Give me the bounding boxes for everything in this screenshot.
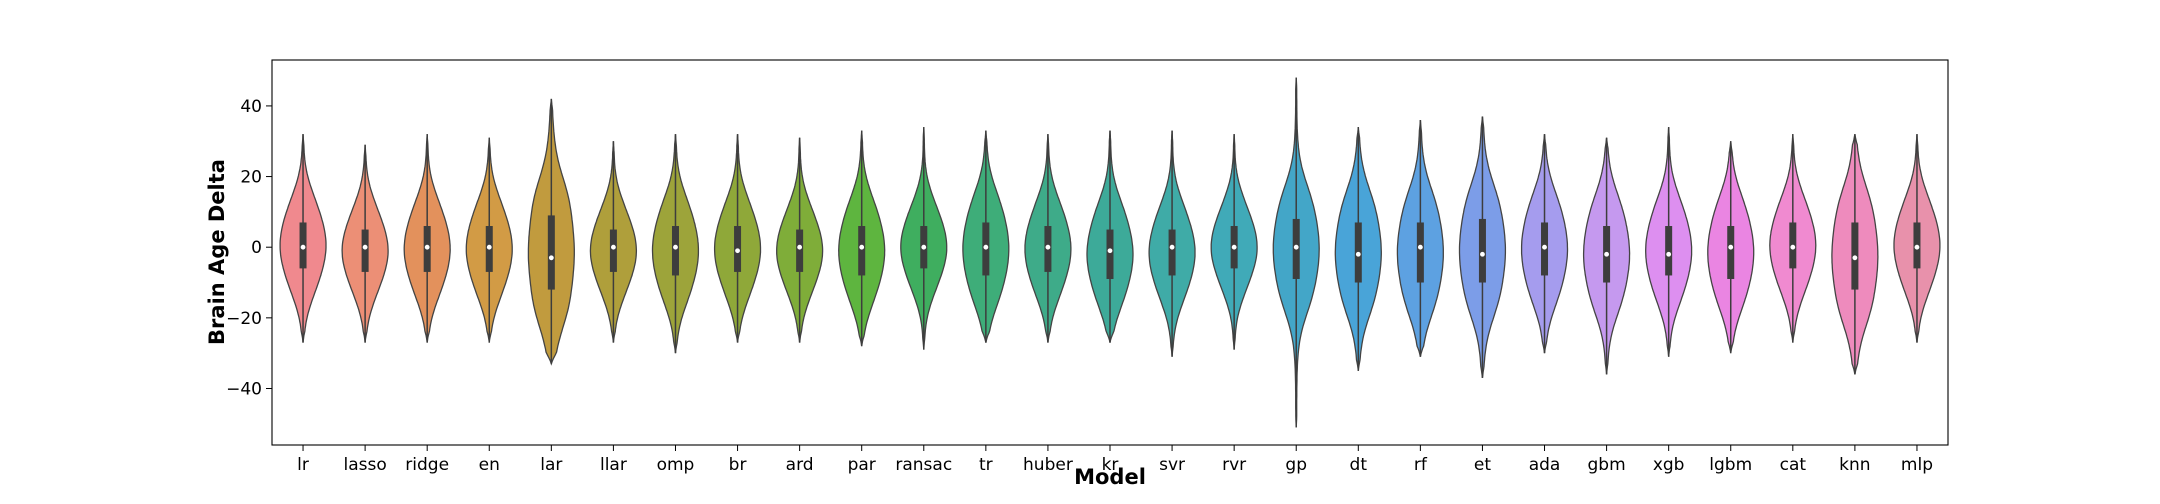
median-dot-lar: [548, 255, 554, 261]
y-axis: −40 −20 0 20 40: [226, 97, 272, 399]
x-tick-label-knn: knn: [1839, 455, 1870, 475]
y-tick-label: 40: [240, 97, 262, 117]
median-dot-ada: [1542, 244, 1547, 250]
y-tick-label: 20: [240, 168, 262, 188]
median-dot-br: [735, 248, 740, 254]
median-dot-svr: [1169, 244, 1175, 250]
x-tick-label-cat: cat: [1780, 455, 1807, 475]
median-dot-cat: [1790, 244, 1796, 250]
box-group: [299, 77, 1921, 428]
x-axis: lr lasso ridge en lar llar omp br ard par ransac tr…: [297, 445, 1933, 475]
x-tick-label-kr: kr: [1102, 455, 1119, 475]
median-dot-en: [486, 244, 492, 250]
x-tick-label-lar: lar: [540, 455, 562, 475]
median-dot-llar: [611, 244, 616, 250]
median-dot-lr: [300, 244, 306, 250]
y-tick-label: −20: [226, 309, 262, 329]
iqr-box-lgbm: [1727, 226, 1735, 279]
x-tick-label-lr: lr: [297, 455, 309, 475]
median-dot-tr: [983, 244, 989, 250]
median-dot-ard: [797, 244, 803, 250]
median-dot-ridge: [424, 244, 430, 250]
iqr-box-lasso: [361, 229, 369, 272]
x-tick-label-tr: tr: [979, 455, 993, 475]
median-dot-mlp: [1914, 244, 1920, 250]
x-tick-label-en: en: [479, 455, 500, 475]
x-tick-label-br: br: [729, 455, 747, 475]
median-dot-par: [859, 244, 865, 250]
iqr-box-llar: [609, 229, 617, 272]
x-tick-label-ransac: ransac: [895, 455, 952, 475]
median-dot-et: [1480, 251, 1485, 257]
x-tick-label-llar: llar: [600, 455, 627, 475]
iqr-box-svr: [1168, 229, 1176, 276]
median-dot-lgbm: [1728, 244, 1734, 250]
median-dot-knn: [1852, 255, 1858, 261]
x-tick-label-gbm: gbm: [1588, 455, 1626, 475]
median-dot-xgb: [1666, 251, 1672, 257]
iqr-box-kr: [1106, 229, 1114, 279]
median-dot-omp: [673, 244, 678, 250]
iqr-box-rf: [1416, 222, 1424, 283]
x-tick-label-lgbm: lgbm: [1709, 455, 1752, 475]
x-tick-label-ridge: ridge: [405, 455, 449, 475]
median-dot-rvr: [1231, 244, 1237, 250]
x-tick-label-xgb: xgb: [1653, 455, 1685, 475]
x-tick-label-mlp: mlp: [1901, 455, 1933, 475]
median-dot-ransac: [921, 244, 927, 250]
iqr-box-par: [858, 226, 866, 276]
x-tick-label-ard: ard: [786, 455, 814, 475]
x-tick-label-gp: gp: [1285, 455, 1307, 475]
y-axis-title: Brain Age Delta: [205, 159, 229, 345]
y-tick-label: 0: [251, 238, 262, 258]
iqr-box-omp: [671, 226, 679, 276]
x-tick-label-et: et: [1474, 455, 1491, 475]
median-dot-gp: [1293, 244, 1299, 250]
median-dot-kr: [1107, 248, 1113, 254]
x-tick-label-dt: dt: [1350, 455, 1368, 475]
median-dot-huber: [1045, 244, 1051, 250]
x-tick-label-rvr: rvr: [1222, 455, 1246, 475]
iqr-box-lar: [547, 215, 555, 290]
iqr-box-et: [1478, 218, 1486, 283]
median-dot-lasso: [362, 244, 368, 250]
median-dot-gbm: [1604, 251, 1609, 257]
median-dot-dt: [1355, 251, 1361, 257]
x-tick-label-lasso: lasso: [343, 455, 386, 475]
iqr-box-ard: [796, 229, 804, 272]
y-tick-label: −40: [226, 379, 262, 399]
x-axis-title: Model: [1074, 465, 1146, 489]
x-tick-label-ada: ada: [1529, 455, 1561, 475]
x-tick-label-omp: omp: [657, 455, 695, 475]
x-tick-label-huber: huber: [1023, 455, 1073, 475]
median-dot-rf: [1417, 244, 1423, 250]
x-tick-label-svr: svr: [1159, 455, 1185, 475]
iqr-box-xgb: [1665, 226, 1673, 276]
x-tick-label-rf: rf: [1414, 455, 1428, 475]
x-tick-label-par: par: [848, 455, 876, 475]
